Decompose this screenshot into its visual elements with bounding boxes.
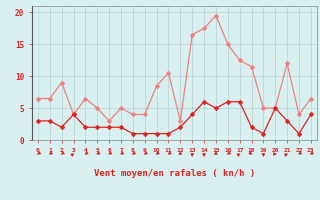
X-axis label: Vent moyen/en rafales ( kn/h ): Vent moyen/en rafales ( kn/h )	[94, 169, 255, 178]
